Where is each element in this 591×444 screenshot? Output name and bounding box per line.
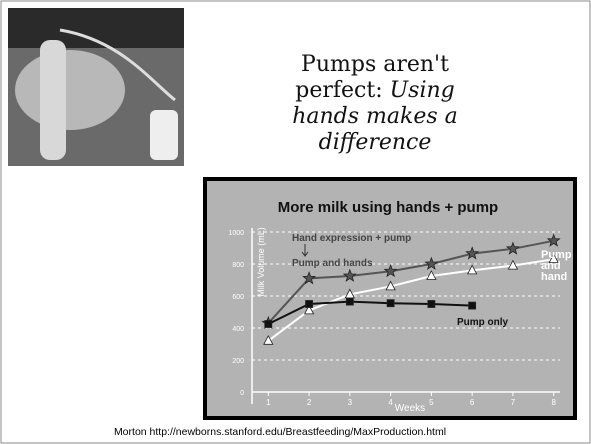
slide: More milk using hands + pump Milk Volume… — [0, 0, 591, 444]
x-tick-label: 2 — [307, 398, 312, 407]
y-tick-label: 200 — [232, 358, 244, 365]
chart-background — [207, 181, 573, 416]
photo — [8, 8, 184, 166]
series-label: Pump and hand — [541, 250, 575, 283]
x-tick-label: 4 — [388, 398, 393, 407]
x-tick-label: 3 — [348, 398, 353, 407]
caption: Morton http://newborns.stanford.edu/Brea… — [0, 426, 560, 438]
series-label: Pump only — [457, 317, 508, 328]
annotation: Hand expression + pump — [292, 233, 411, 244]
y-tick-label: 0 — [240, 390, 244, 397]
point — [469, 302, 476, 309]
series-label: Pump and hands — [292, 258, 373, 269]
point — [387, 300, 394, 307]
x-tick-label: 8 — [551, 398, 556, 407]
x-tick-label: 7 — [511, 398, 516, 407]
y-axis-label: Milk Volume (mL) — [256, 227, 266, 297]
y-tick-label: 1000 — [228, 230, 244, 237]
point — [428, 301, 435, 308]
point — [346, 298, 353, 305]
point — [265, 321, 272, 328]
y-tick-label: 400 — [232, 326, 244, 333]
x-axis-label: Weeks — [395, 403, 425, 414]
x-tick-label: 5 — [429, 398, 434, 407]
x-tick-label: 1 — [266, 398, 271, 407]
chart-title: More milk using hands + pump — [278, 199, 498, 216]
y-tick-label: 600 — [232, 294, 244, 301]
x-tick-label: 6 — [470, 398, 475, 407]
slide-title: Pumps aren't perfect: Using hands makes … — [270, 52, 480, 156]
point — [306, 301, 313, 308]
y-tick-label: 800 — [232, 262, 244, 269]
